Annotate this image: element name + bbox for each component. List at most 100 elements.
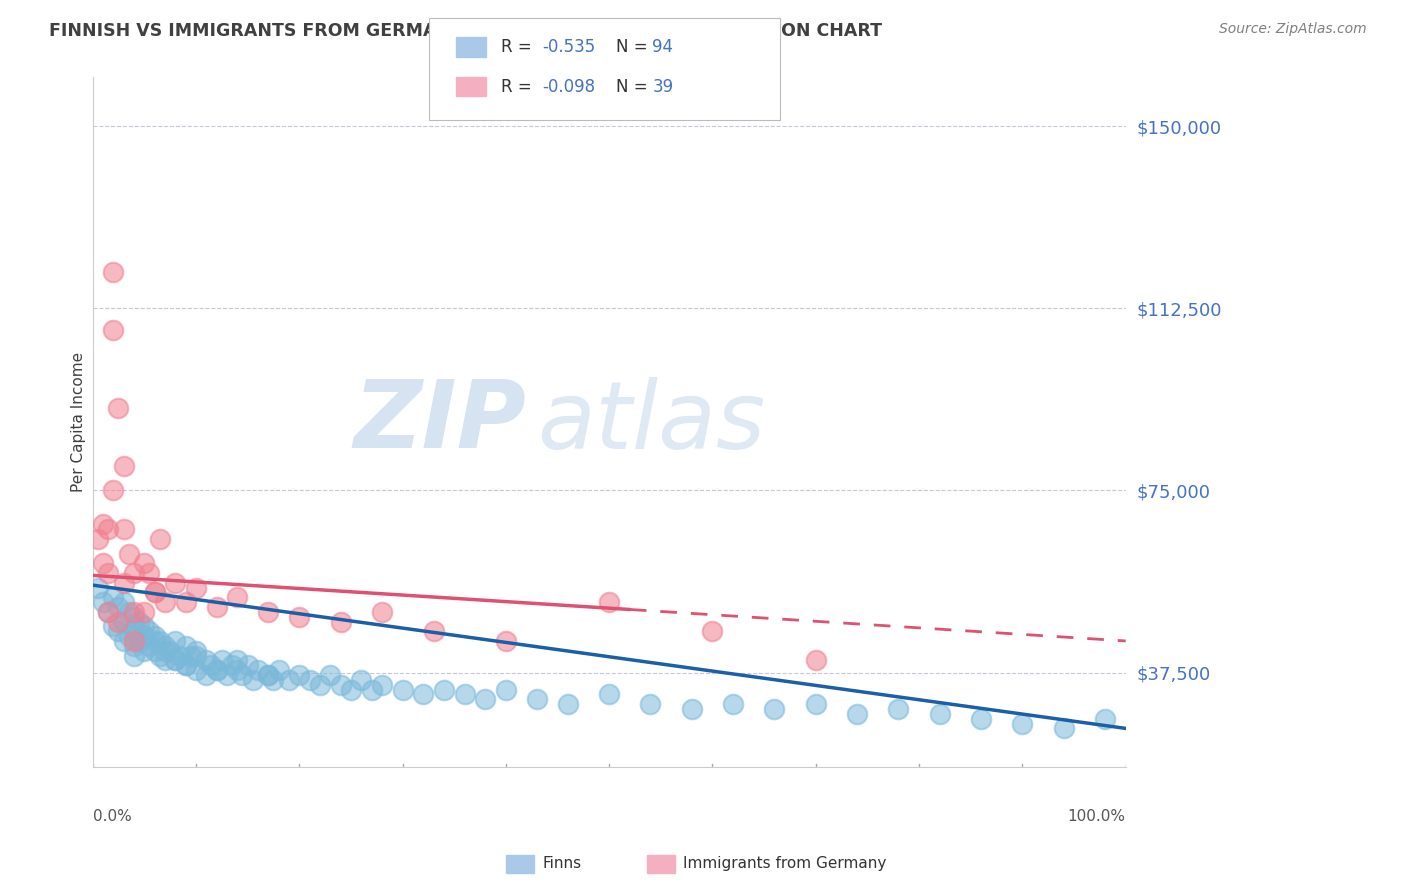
Point bbox=[205, 599, 228, 614]
Text: Finns: Finns bbox=[543, 856, 582, 871]
Point bbox=[391, 682, 413, 697]
Point bbox=[122, 566, 145, 580]
Point bbox=[474, 692, 496, 706]
Point bbox=[122, 648, 145, 663]
Point bbox=[174, 658, 197, 673]
Point bbox=[184, 643, 207, 657]
Point bbox=[118, 629, 141, 643]
Point bbox=[236, 658, 259, 673]
Point bbox=[134, 629, 156, 643]
Point bbox=[257, 668, 280, 682]
Point bbox=[91, 556, 114, 570]
Point bbox=[87, 532, 110, 546]
Point bbox=[128, 634, 150, 648]
Text: Source: ZipAtlas.com: Source: ZipAtlas.com bbox=[1219, 22, 1367, 37]
Point bbox=[153, 643, 176, 657]
Point bbox=[118, 547, 141, 561]
Point bbox=[242, 673, 264, 687]
Point bbox=[215, 668, 238, 682]
Point bbox=[329, 615, 352, 629]
Point bbox=[371, 605, 394, 619]
Point bbox=[149, 532, 172, 546]
Point bbox=[702, 624, 724, 639]
Point bbox=[205, 663, 228, 677]
Point bbox=[598, 687, 620, 701]
Point bbox=[153, 653, 176, 667]
Point bbox=[360, 682, 382, 697]
Text: R =: R = bbox=[501, 78, 537, 95]
Text: 0.0%: 0.0% bbox=[93, 809, 131, 823]
Point bbox=[226, 653, 249, 667]
Point bbox=[107, 615, 129, 629]
Point bbox=[112, 595, 135, 609]
Point bbox=[288, 668, 311, 682]
Point bbox=[184, 663, 207, 677]
Point bbox=[180, 648, 202, 663]
Point bbox=[122, 624, 145, 639]
Point bbox=[159, 643, 181, 657]
Point bbox=[138, 566, 160, 580]
Point bbox=[846, 706, 869, 721]
Point bbox=[128, 615, 150, 629]
Point bbox=[340, 682, 363, 697]
Point bbox=[200, 658, 222, 673]
Text: atlas: atlas bbox=[537, 376, 765, 468]
Point bbox=[495, 634, 517, 648]
Point bbox=[371, 678, 394, 692]
Point bbox=[763, 702, 786, 716]
Text: N =: N = bbox=[616, 38, 652, 56]
Point bbox=[103, 323, 125, 337]
Point bbox=[143, 585, 166, 599]
Point bbox=[288, 609, 311, 624]
Point bbox=[165, 634, 187, 648]
Point bbox=[122, 609, 145, 624]
Point bbox=[118, 605, 141, 619]
Point bbox=[267, 663, 290, 677]
Text: -0.535: -0.535 bbox=[543, 38, 596, 56]
Point bbox=[138, 624, 160, 639]
Point bbox=[298, 673, 321, 687]
Point bbox=[122, 634, 145, 648]
Point bbox=[169, 648, 191, 663]
Point bbox=[262, 673, 284, 687]
Point bbox=[97, 605, 120, 619]
Text: R =: R = bbox=[501, 38, 537, 56]
Text: 100.0%: 100.0% bbox=[1067, 809, 1126, 823]
Point bbox=[174, 595, 197, 609]
Point bbox=[112, 575, 135, 590]
Text: N =: N = bbox=[616, 78, 652, 95]
Point bbox=[97, 566, 120, 580]
Point bbox=[97, 522, 120, 536]
Point bbox=[412, 687, 434, 701]
Point bbox=[91, 595, 114, 609]
Point bbox=[246, 663, 269, 677]
Point bbox=[309, 678, 332, 692]
Point bbox=[97, 605, 120, 619]
Point bbox=[134, 629, 156, 643]
Point bbox=[433, 682, 456, 697]
Point bbox=[103, 483, 125, 498]
Point bbox=[970, 712, 993, 726]
Point bbox=[107, 599, 129, 614]
Text: FINNISH VS IMMIGRANTS FROM GERMANY PER CAPITA INCOME CORRELATION CHART: FINNISH VS IMMIGRANTS FROM GERMANY PER C… bbox=[49, 22, 882, 40]
Text: 94: 94 bbox=[652, 38, 673, 56]
Point bbox=[149, 634, 172, 648]
Point bbox=[1094, 712, 1116, 726]
Point bbox=[153, 595, 176, 609]
Point bbox=[103, 619, 125, 633]
Point bbox=[122, 619, 145, 633]
Point bbox=[557, 697, 579, 711]
Point bbox=[195, 653, 218, 667]
Point bbox=[165, 575, 187, 590]
Point bbox=[721, 697, 744, 711]
Point bbox=[804, 653, 827, 667]
Point bbox=[1053, 722, 1076, 736]
Point bbox=[681, 702, 703, 716]
Text: ZIP: ZIP bbox=[354, 376, 526, 468]
Text: -0.098: -0.098 bbox=[543, 78, 596, 95]
Text: 39: 39 bbox=[652, 78, 673, 95]
Point bbox=[112, 459, 135, 474]
Point bbox=[122, 605, 145, 619]
Point bbox=[103, 265, 125, 279]
Point bbox=[153, 639, 176, 653]
